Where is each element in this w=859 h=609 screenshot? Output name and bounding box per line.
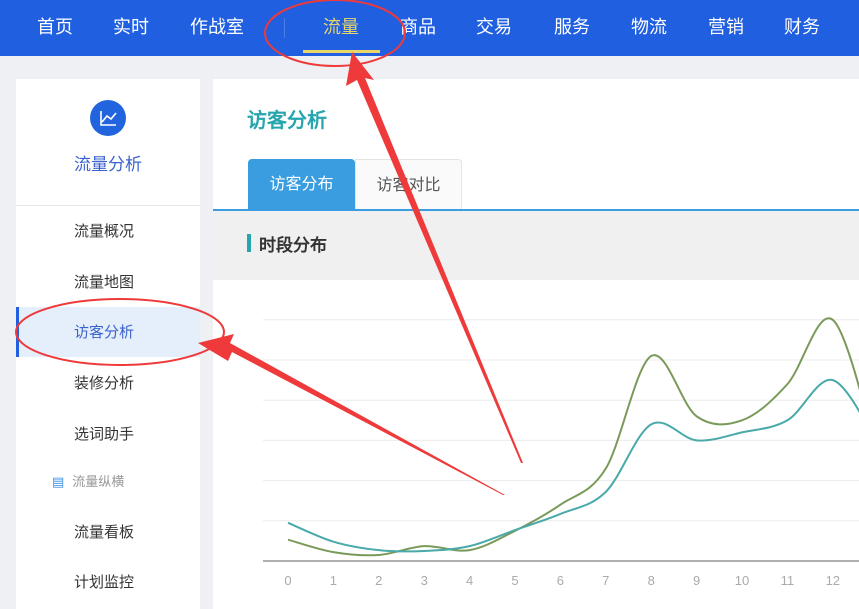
nav-item[interactable]: 营销: [708, 17, 744, 38]
sidebar-item-decoration-analysis[interactable]: 装修分析: [74, 374, 135, 392]
x-tick-label: 11: [781, 573, 795, 588]
series-line-1: [287, 379, 859, 553]
x-tick-label: 6: [557, 573, 564, 588]
top-navigation: 首页 实时 作战室 流量 商品 交易 服务 物流 营销 财务: [0, 0, 859, 56]
sidebar-title: 流量分析: [74, 155, 142, 175]
active-nav-underline: [303, 50, 380, 53]
section-header: 时段分布: [213, 211, 859, 280]
group-label: 流量纵横: [72, 475, 125, 490]
nav-item[interactable]: 作战室: [190, 17, 244, 38]
sidebar-item-plan-monitor[interactable]: 计划监控: [74, 573, 135, 591]
sidebar-group-traffic: ▤ 流量纵横: [16, 458, 200, 508]
table-icon: ▤: [52, 475, 65, 490]
x-tick-label: 12: [826, 573, 840, 588]
x-tick-label: 8: [648, 573, 655, 588]
nav-item[interactable]: 首页: [37, 17, 73, 38]
annotation-circle-sidebar: [15, 298, 225, 366]
sidebar: 流量分析 流量概况 流量地图 访客分析 装修分析 选词助手 ▤ 流量纵横 流量看板…: [16, 79, 200, 609]
x-tick-label: 3: [421, 573, 428, 588]
x-tick-label: 7: [602, 573, 609, 588]
x-tick-label: 1: [330, 573, 337, 588]
nav-item[interactable]: 流量: [323, 17, 359, 38]
sidebar-item-traffic-overview[interactable]: 流量概况: [74, 222, 135, 240]
nav-divider: [284, 18, 285, 38]
nav-item[interactable]: 服务: [554, 17, 590, 38]
nav-item[interactable]: 商品: [400, 17, 436, 38]
x-tick-label: 0: [284, 573, 291, 588]
nav-item[interactable]: 交易: [476, 17, 512, 38]
sidebar-item-visitor-analysis[interactable]: 访客分析: [16, 307, 200, 357]
nav-item[interactable]: 实时: [113, 17, 149, 38]
x-tick-label: 5: [511, 573, 518, 588]
page-title: 访客分析: [247, 108, 327, 132]
nav-item[interactable]: 财务: [784, 17, 820, 38]
sidebar-item-traffic-board[interactable]: 流量看板: [74, 523, 135, 541]
divider: [16, 205, 200, 206]
x-tick-label: 9: [693, 573, 700, 588]
x-tick-label: 10: [735, 573, 749, 588]
x-tick-label: 2: [375, 573, 382, 588]
line-chart-icon: [90, 100, 126, 136]
tab-visitor-distribution[interactable]: 访客分布: [248, 159, 355, 209]
section-title: 时段分布: [259, 236, 327, 256]
nav-item[interactable]: 物流: [631, 17, 667, 38]
sidebar-item-traffic-map[interactable]: 流量地图: [74, 273, 135, 291]
sidebar-item-keyword-helper[interactable]: 选词助手: [74, 425, 135, 443]
tab-underline: [213, 209, 859, 211]
section-marker: [247, 234, 251, 252]
x-tick-label: 4: [466, 573, 473, 588]
annotation-arrow-nav: [346, 52, 523, 463]
annotation-circle-nav: [264, 0, 406, 67]
annotation-arrow-sidebar: [198, 334, 505, 495]
tab-visitor-comparison[interactable]: 访客对比: [355, 159, 462, 209]
